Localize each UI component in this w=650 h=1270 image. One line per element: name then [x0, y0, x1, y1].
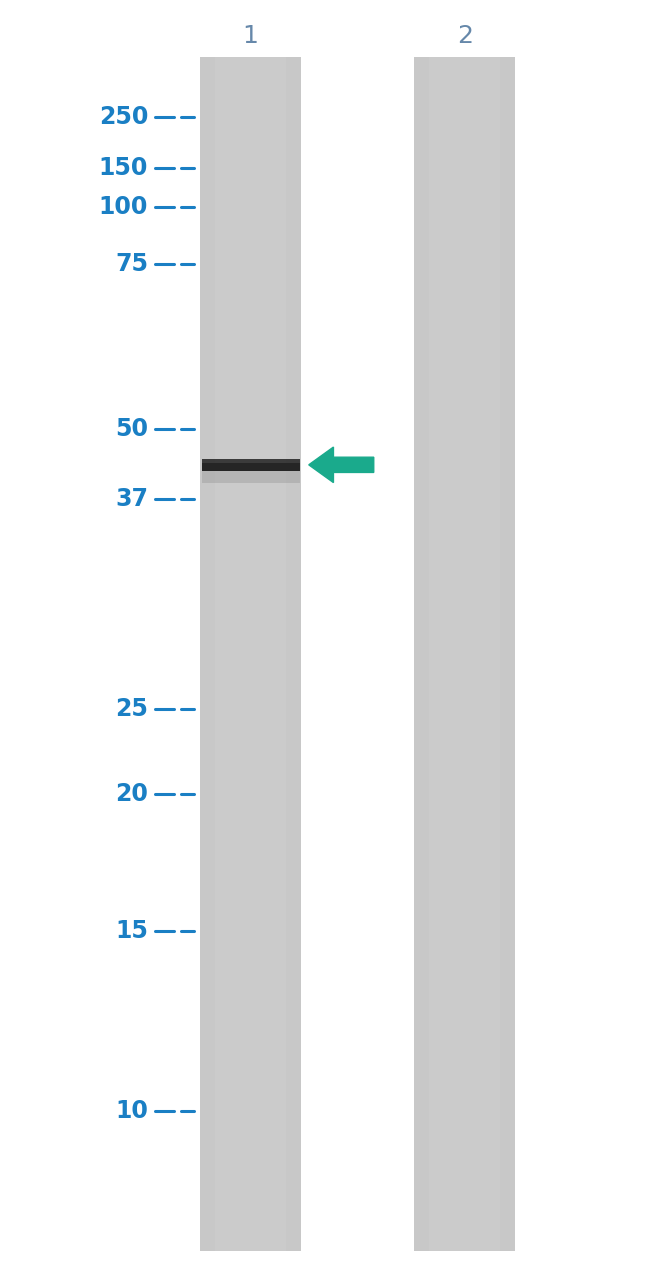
Bar	[430, 57, 500, 1251]
Text: 50: 50	[115, 418, 148, 441]
Text: 2: 2	[457, 24, 473, 47]
Text: 10: 10	[115, 1100, 148, 1123]
Bar	[200, 57, 300, 1251]
Bar	[202, 460, 300, 471]
Bar	[215, 57, 285, 1251]
Text: 75: 75	[115, 253, 148, 276]
Text: 250: 250	[99, 105, 148, 128]
Text: 100: 100	[99, 196, 148, 218]
Text: 25: 25	[115, 697, 148, 720]
Text: 1: 1	[242, 24, 258, 47]
Text: 20: 20	[115, 782, 148, 805]
Text: 150: 150	[99, 156, 148, 179]
Text: 37: 37	[115, 488, 148, 511]
Bar	[202, 460, 300, 464]
FancyArrow shape	[309, 447, 374, 483]
Text: 15: 15	[115, 919, 148, 942]
Bar	[202, 462, 300, 483]
Bar	[415, 57, 515, 1251]
